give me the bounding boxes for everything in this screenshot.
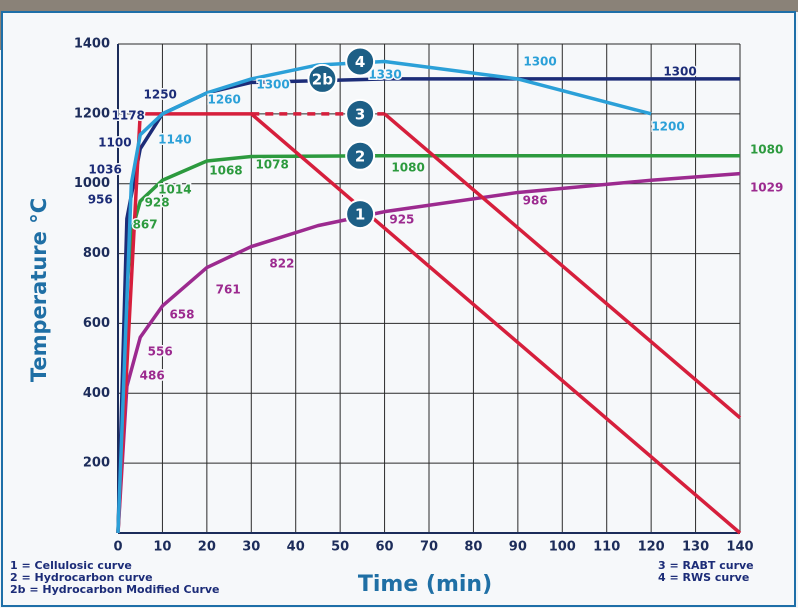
x-tick-label: 10 [153, 540, 171, 555]
data-label: 556 [148, 345, 173, 359]
x-tick-label: 30 [242, 540, 260, 555]
data-label: 1100 [98, 135, 131, 149]
x-tick-label: 0 [113, 540, 122, 555]
curve-badge: 3 [346, 100, 374, 128]
data-label: 1080 [750, 143, 783, 157]
badge-label: 4 [355, 53, 365, 71]
x-tick-label: 40 [287, 540, 305, 555]
data-label: 1260 [207, 92, 240, 106]
x-tick-label: 80 [464, 540, 482, 555]
frame [2, 12, 795, 606]
chart: Temperature °C Time (min) 20040060080010… [0, 0, 798, 608]
data-label: 1036 [88, 163, 121, 177]
data-label: 1140 [158, 133, 191, 147]
curve-badge: 2b [308, 65, 336, 93]
badge-label: 1 [355, 206, 365, 224]
data-label: 928 [145, 195, 170, 209]
data-label: 761 [216, 282, 241, 296]
data-label: 1300 [663, 64, 696, 78]
data-label: 867 [133, 217, 158, 231]
curve-badge: 2 [346, 142, 374, 170]
y-tick-label: 600 [83, 316, 110, 331]
data-label: 1330 [368, 68, 401, 82]
data-label: 1178 [112, 108, 145, 122]
x-tick-label: 120 [638, 540, 665, 555]
x-axis-title: Time (min) [358, 572, 492, 597]
y-tick-label: 1000 [74, 176, 110, 191]
x-tick-label: 140 [726, 540, 753, 555]
curve-badge: 4 [346, 47, 374, 75]
data-label: 1029 [750, 180, 783, 194]
x-tick-label: 20 [198, 540, 216, 555]
legend-entry: 4 = RWS curve [658, 571, 749, 584]
data-label: 1250 [144, 87, 177, 101]
x-tick-label: 130 [682, 540, 709, 555]
data-label: 1300 [523, 55, 556, 69]
data-label: 1068 [209, 164, 242, 178]
data-label: 658 [169, 308, 194, 322]
data-label: 1014 [158, 183, 191, 197]
y-tick-label: 1200 [74, 106, 110, 121]
x-tick-label: 110 [593, 540, 620, 555]
x-tick-label: 50 [331, 540, 349, 555]
data-label: 1200 [651, 120, 684, 134]
data-label: 925 [389, 213, 414, 227]
badge-label: 2b [312, 70, 333, 88]
y-axis-title: Temperature °C [27, 198, 51, 382]
data-label: 1080 [391, 160, 424, 174]
data-label: 1078 [255, 157, 288, 171]
data-label: 1300 [256, 77, 289, 91]
y-tick-label: 1400 [74, 37, 110, 52]
badge-label: 2 [355, 147, 365, 165]
photo-strip [110, 0, 798, 12]
data-label: 486 [140, 369, 165, 383]
curve-badge: 1 [346, 200, 374, 228]
x-tick-label: 70 [420, 540, 438, 555]
y-tick-label: 200 [83, 456, 110, 471]
data-label: 956 [88, 193, 113, 207]
data-label: 986 [523, 194, 548, 208]
y-tick-label: 400 [83, 386, 110, 401]
badge-label: 3 [355, 105, 365, 123]
x-tick-label: 60 [376, 540, 394, 555]
x-tick-label: 100 [549, 540, 576, 555]
y-tick-label: 800 [83, 246, 110, 261]
legend-entry: 2b = Hydrocarbon Modified Curve [10, 583, 220, 596]
x-tick-label: 90 [509, 540, 527, 555]
data-label: 822 [269, 257, 294, 271]
